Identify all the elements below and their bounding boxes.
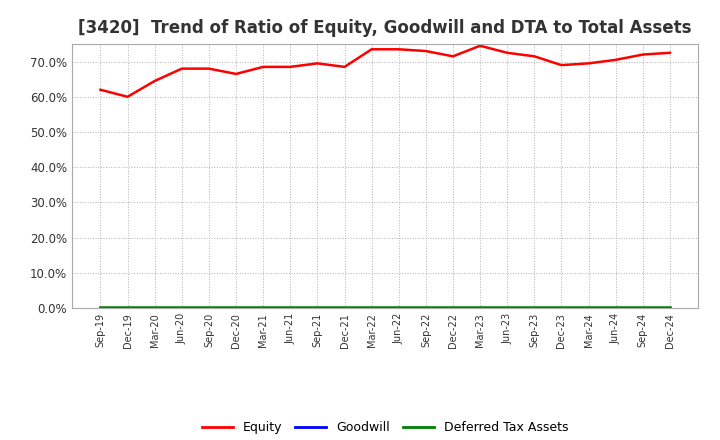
Deferred Tax Assets <box>639 304 647 310</box>
Equity <box>259 64 268 70</box>
Deferred Tax Assets <box>503 304 511 310</box>
Title: [3420]  Trend of Ratio of Equity, Goodwill and DTA to Total Assets: [3420] Trend of Ratio of Equity, Goodwil… <box>78 19 692 37</box>
Goodwill <box>530 305 539 311</box>
Goodwill <box>665 305 674 311</box>
Equity <box>286 64 294 70</box>
Equity <box>449 54 457 59</box>
Equity <box>204 66 213 71</box>
Deferred Tax Assets <box>367 304 376 310</box>
Equity <box>96 87 105 92</box>
Equity <box>150 78 159 84</box>
Goodwill <box>178 305 186 311</box>
Deferred Tax Assets <box>530 304 539 310</box>
Equity <box>123 94 132 99</box>
Goodwill <box>557 305 566 311</box>
Equity <box>313 61 322 66</box>
Line: Equity: Equity <box>101 46 670 97</box>
Deferred Tax Assets <box>96 304 105 310</box>
Equity <box>476 43 485 48</box>
Goodwill <box>286 305 294 311</box>
Goodwill <box>584 305 593 311</box>
Goodwill <box>639 305 647 311</box>
Deferred Tax Assets <box>557 304 566 310</box>
Goodwill <box>123 305 132 311</box>
Deferred Tax Assets <box>178 304 186 310</box>
Goodwill <box>476 305 485 311</box>
Deferred Tax Assets <box>232 304 240 310</box>
Goodwill <box>503 305 511 311</box>
Legend: Equity, Goodwill, Deferred Tax Assets: Equity, Goodwill, Deferred Tax Assets <box>197 416 573 439</box>
Equity <box>395 47 403 52</box>
Deferred Tax Assets <box>341 304 349 310</box>
Equity <box>232 71 240 77</box>
Goodwill <box>367 305 376 311</box>
Deferred Tax Assets <box>421 304 430 310</box>
Equity <box>367 47 376 52</box>
Goodwill <box>421 305 430 311</box>
Deferred Tax Assets <box>286 304 294 310</box>
Deferred Tax Assets <box>123 304 132 310</box>
Deferred Tax Assets <box>476 304 485 310</box>
Equity <box>530 54 539 59</box>
Goodwill <box>449 305 457 311</box>
Goodwill <box>150 305 159 311</box>
Equity <box>584 61 593 66</box>
Equity <box>639 52 647 57</box>
Equity <box>665 50 674 55</box>
Deferred Tax Assets <box>584 304 593 310</box>
Deferred Tax Assets <box>665 304 674 310</box>
Deferred Tax Assets <box>611 304 620 310</box>
Equity <box>503 50 511 55</box>
Goodwill <box>313 305 322 311</box>
Goodwill <box>611 305 620 311</box>
Equity <box>611 57 620 62</box>
Goodwill <box>341 305 349 311</box>
Equity <box>421 48 430 54</box>
Goodwill <box>395 305 403 311</box>
Deferred Tax Assets <box>259 304 268 310</box>
Deferred Tax Assets <box>204 304 213 310</box>
Goodwill <box>259 305 268 311</box>
Goodwill <box>204 305 213 311</box>
Deferred Tax Assets <box>449 304 457 310</box>
Equity <box>341 64 349 70</box>
Equity <box>557 62 566 68</box>
Deferred Tax Assets <box>313 304 322 310</box>
Goodwill <box>232 305 240 311</box>
Equity <box>178 66 186 71</box>
Deferred Tax Assets <box>150 304 159 310</box>
Deferred Tax Assets <box>395 304 403 310</box>
Goodwill <box>96 305 105 311</box>
